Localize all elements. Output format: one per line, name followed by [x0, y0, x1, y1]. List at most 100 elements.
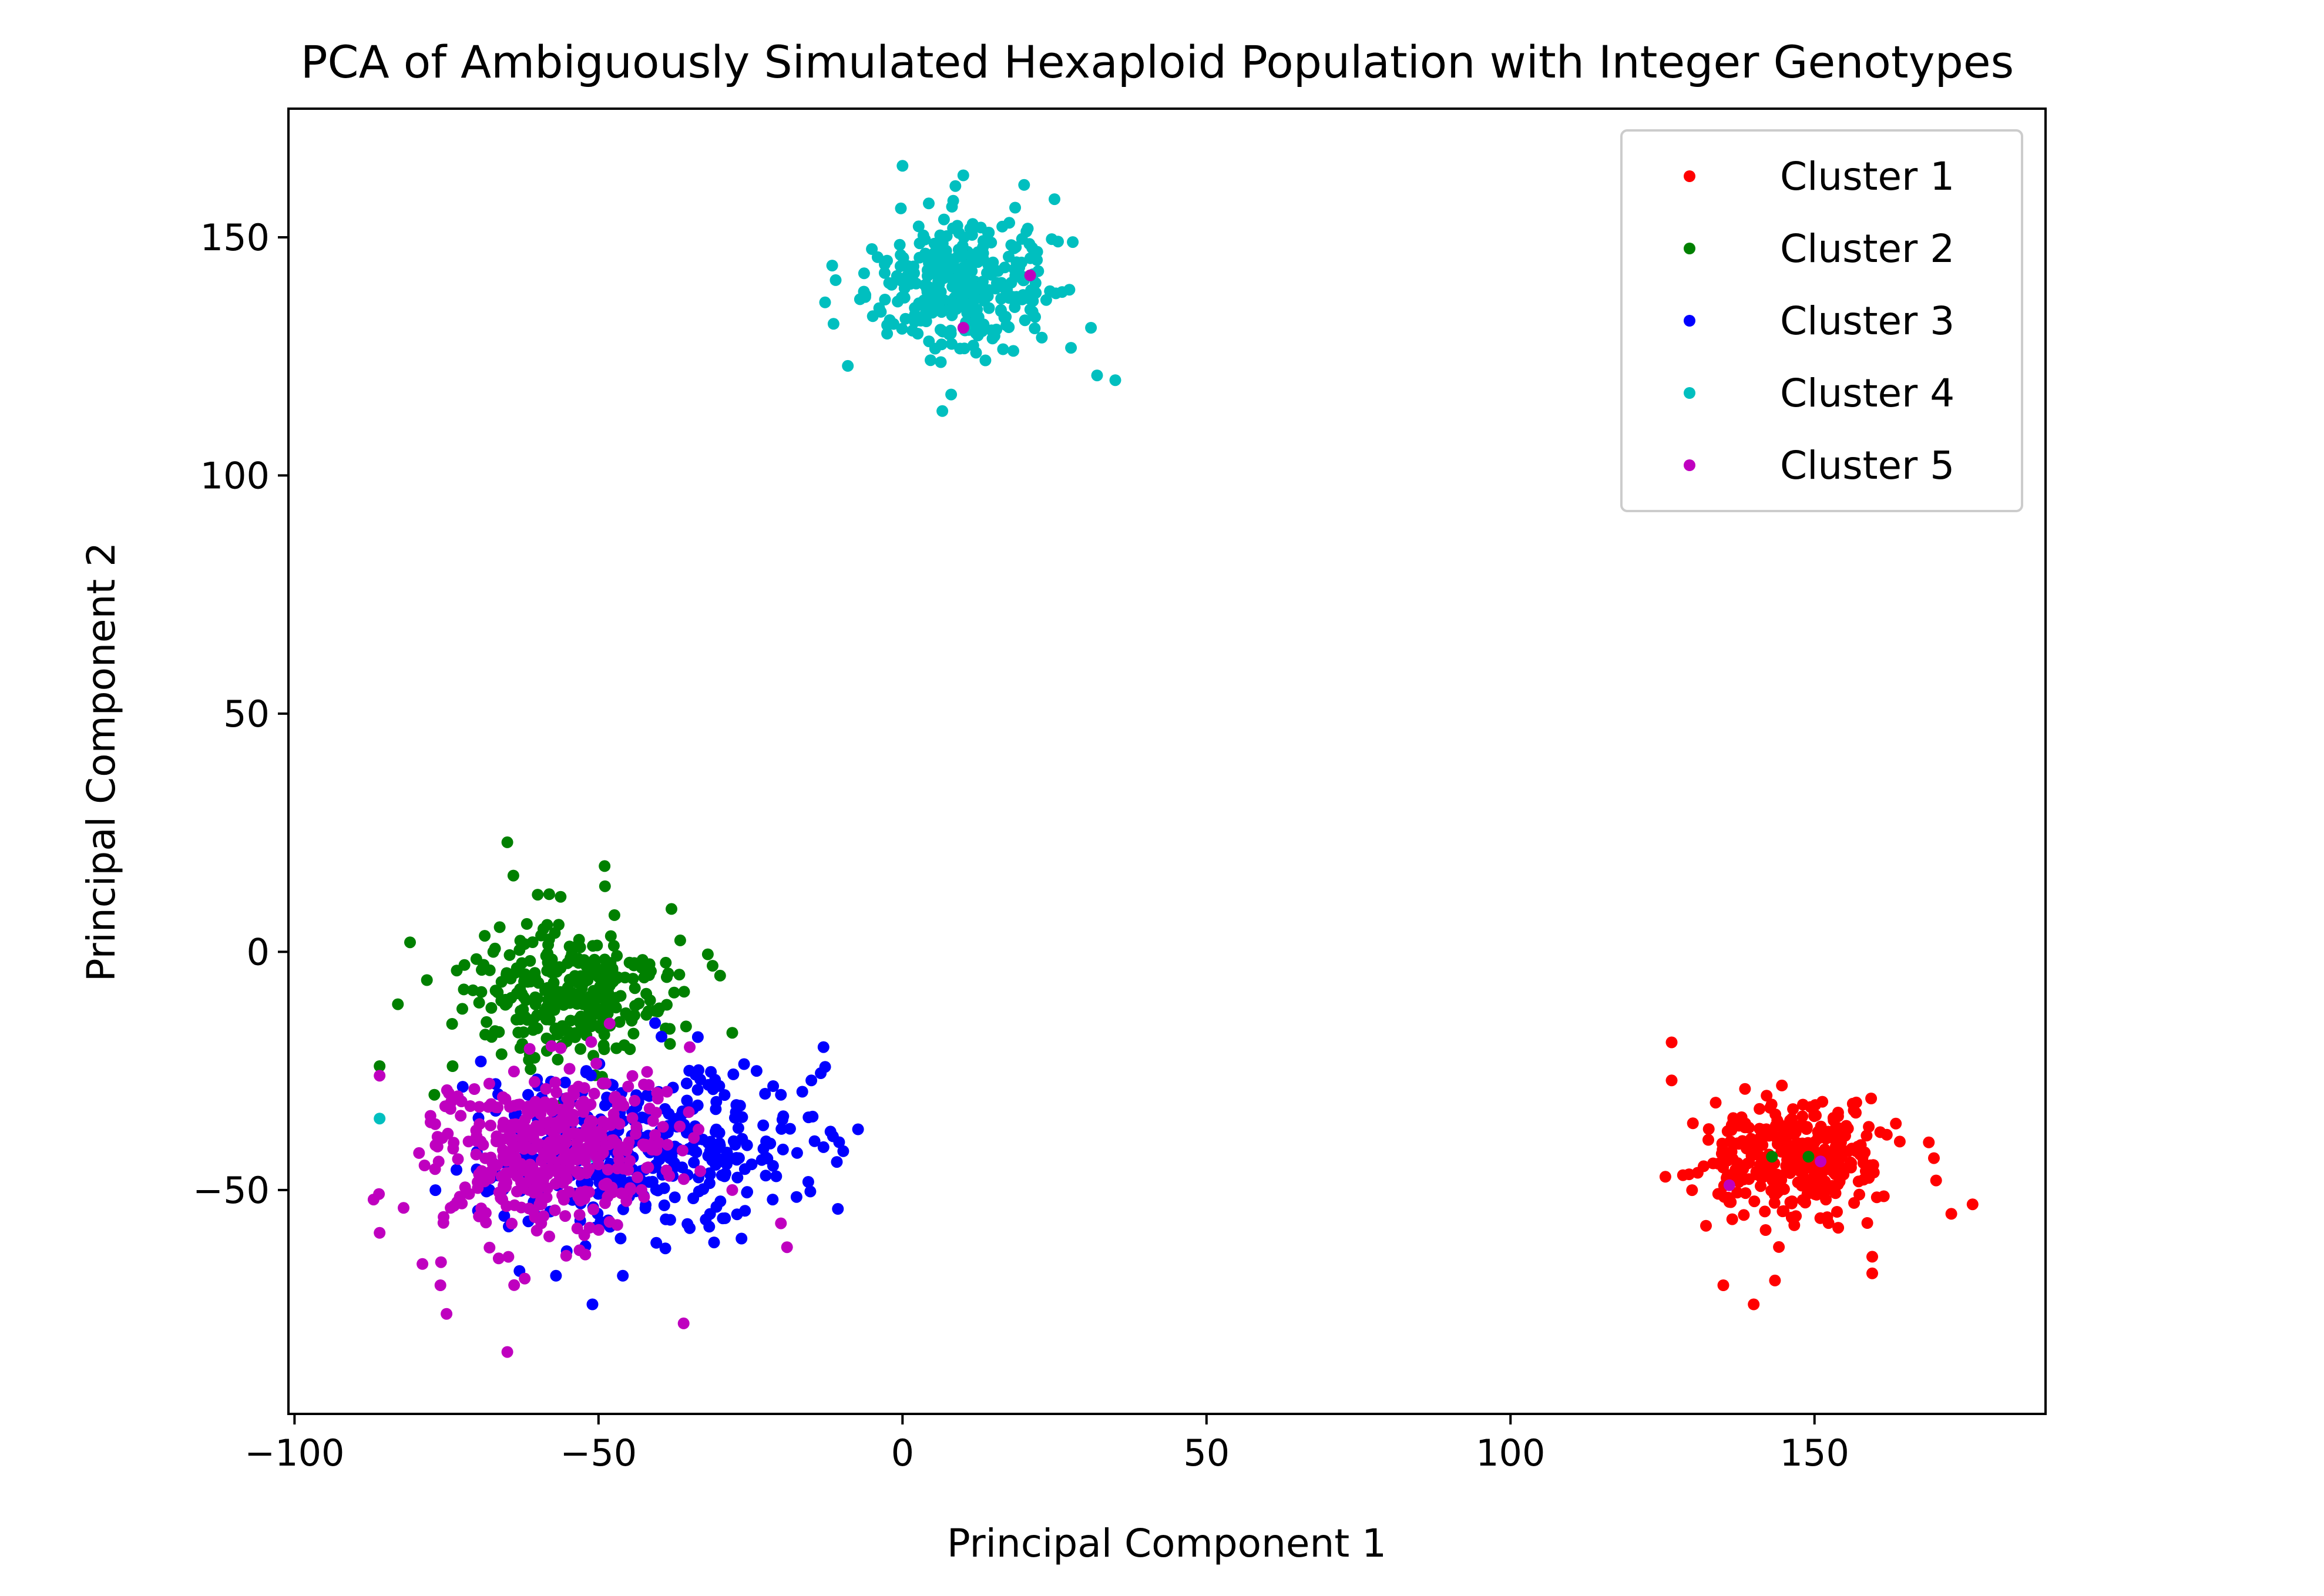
data-point [543, 986, 555, 998]
data-point [454, 1191, 466, 1203]
data-point [560, 1249, 572, 1262]
data-point [1710, 1097, 1722, 1109]
data-point [819, 1061, 831, 1073]
data-point [446, 1018, 458, 1030]
data-point [946, 309, 958, 321]
data-point [374, 1060, 386, 1072]
data-point [636, 1111, 648, 1124]
y-tick-label: 150 [200, 216, 270, 259]
data-point [784, 1123, 796, 1135]
data-point [1702, 1134, 1714, 1146]
data-point [540, 950, 552, 962]
data-point [639, 1202, 651, 1214]
data-point [906, 324, 919, 337]
data-point [613, 1016, 626, 1028]
data-point [586, 1298, 599, 1311]
data-point [513, 1098, 526, 1111]
data-point [524, 1158, 536, 1171]
data-point [1829, 1187, 1842, 1199]
data-point [553, 919, 565, 931]
data-point [505, 1135, 518, 1147]
data-point [1845, 1161, 1857, 1174]
data-point [718, 1170, 731, 1182]
data-point [656, 1030, 667, 1043]
data-point [367, 1194, 380, 1206]
data-point [718, 1089, 731, 1101]
data-point [1829, 1133, 1841, 1145]
data-point [931, 240, 943, 253]
data-point [912, 220, 925, 233]
data-point [588, 953, 600, 966]
data-point [651, 1184, 664, 1197]
data-point [1712, 1188, 1724, 1200]
data-point [750, 1065, 763, 1077]
data-point [781, 1241, 793, 1254]
data-point [925, 354, 936, 367]
data-point [595, 1022, 607, 1034]
data-point [514, 1042, 526, 1054]
data-point [956, 293, 969, 305]
data-point [688, 1157, 700, 1168]
data-point [483, 1077, 495, 1090]
data-point [883, 277, 895, 289]
data-point [683, 1106, 695, 1118]
data-point [555, 1042, 567, 1054]
data-point [590, 987, 602, 1000]
data-point [1019, 314, 1031, 327]
data-point [929, 342, 941, 355]
data-point [894, 260, 906, 273]
data-point [559, 1076, 571, 1088]
data-point [1029, 322, 1041, 334]
x-tick-label: 50 [1183, 1432, 1230, 1474]
data-point [1715, 1147, 1728, 1160]
data-point [538, 1148, 550, 1161]
data-point [543, 888, 555, 901]
data-point [651, 1087, 663, 1099]
data-point [436, 1132, 448, 1144]
data-point [663, 1170, 676, 1182]
data-point [627, 1027, 640, 1040]
data-point [977, 253, 989, 266]
data-point [852, 1123, 864, 1135]
data-point [535, 1179, 547, 1191]
data-point [428, 1088, 441, 1101]
data-point [496, 1193, 508, 1205]
data-point [429, 1184, 442, 1197]
data-point [908, 275, 920, 288]
data-point [683, 1064, 696, 1077]
data-point [434, 1279, 446, 1291]
data-point [707, 960, 718, 972]
data-point [1765, 1184, 1778, 1197]
data-point [491, 1159, 503, 1171]
data-point [936, 405, 949, 417]
data-point [710, 1096, 723, 1108]
data-point [1721, 1125, 1734, 1137]
data-point [493, 921, 506, 933]
data-point [615, 1187, 627, 1199]
data-point [757, 1143, 770, 1155]
data-point [1700, 1219, 1712, 1232]
data-point [1085, 322, 1097, 334]
data-point [946, 298, 959, 310]
data-point [1717, 1279, 1729, 1291]
data-point [602, 1164, 614, 1176]
data-point [731, 1171, 744, 1184]
data-point [1760, 1123, 1772, 1135]
data-point [684, 1222, 696, 1234]
data-point [681, 1094, 693, 1107]
data-point [891, 270, 903, 282]
data-point [417, 1258, 429, 1270]
data-point [528, 1051, 540, 1064]
data-point [935, 356, 947, 368]
data-point [819, 296, 831, 308]
data-point [807, 1110, 819, 1123]
data-point [824, 1125, 837, 1138]
data-point [1768, 1197, 1781, 1209]
data-point [982, 227, 994, 239]
data-point [481, 1016, 493, 1028]
data-point [479, 930, 491, 942]
data-point [542, 939, 555, 951]
data-point [827, 318, 839, 330]
plot-frame [287, 107, 2047, 1415]
data-point [467, 984, 479, 996]
